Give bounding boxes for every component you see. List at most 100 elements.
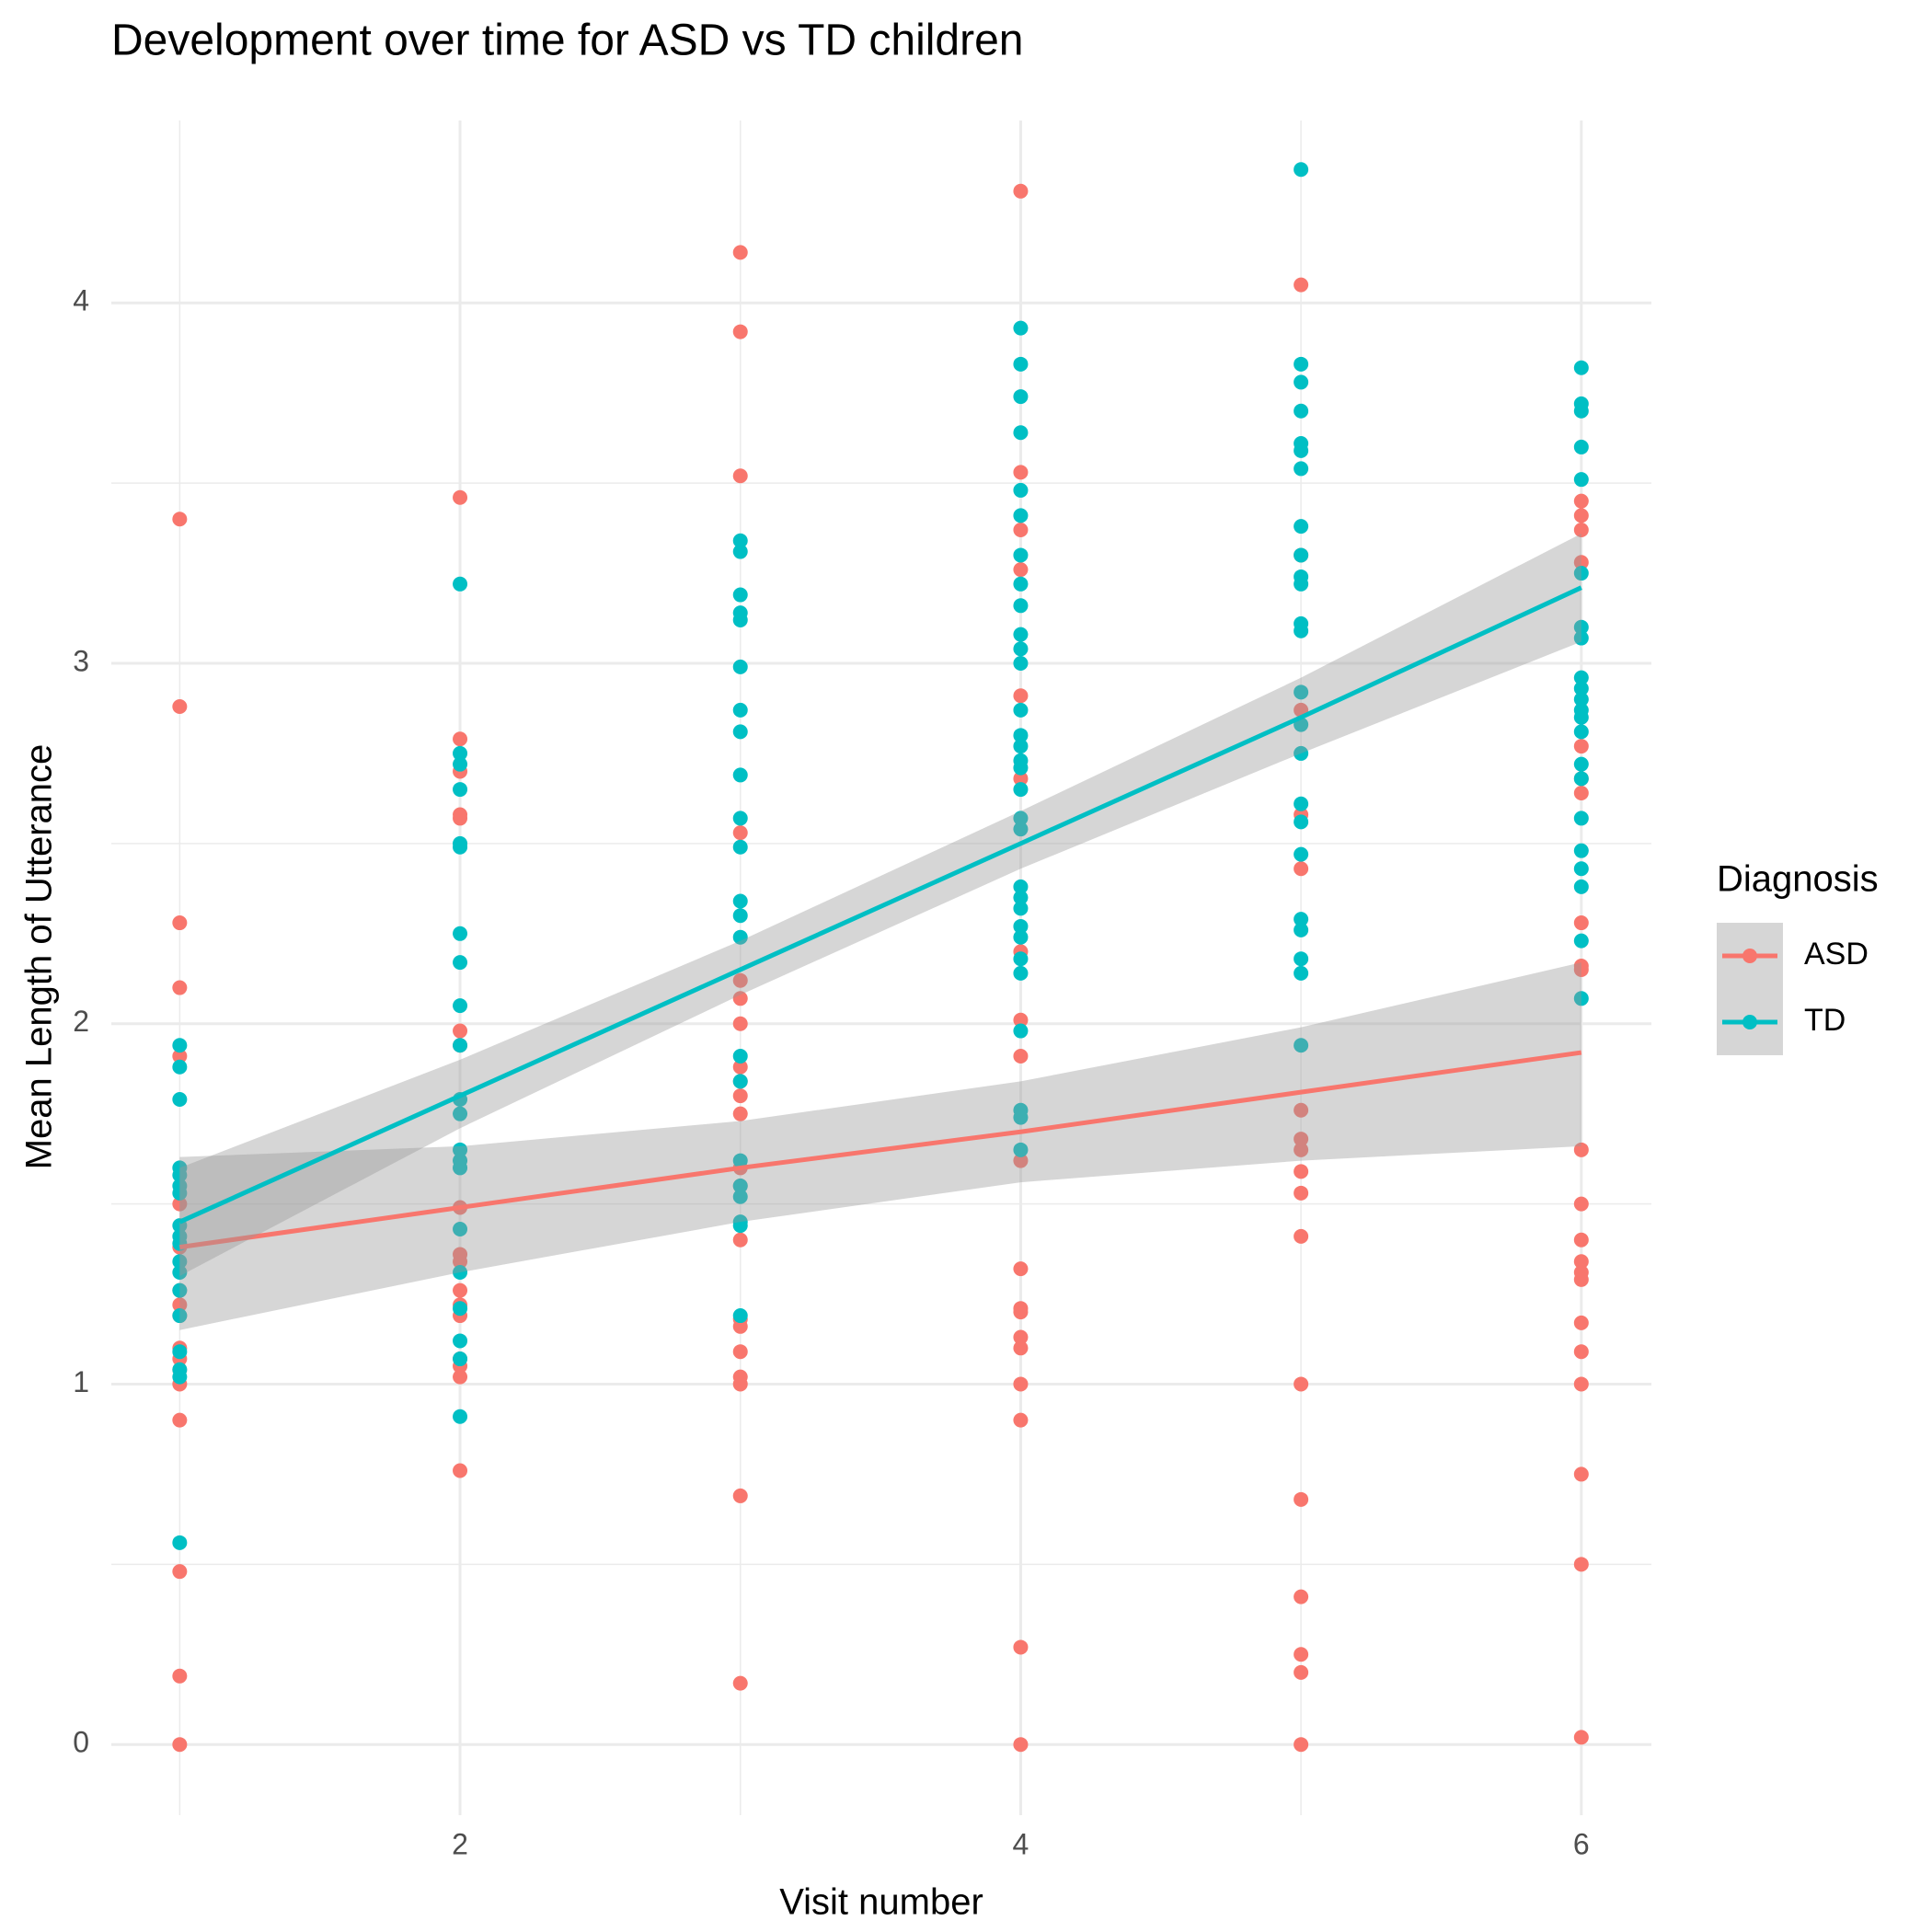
point	[1294, 1664, 1309, 1680]
y-axis-label: Mean Length of Utterance	[19, 744, 60, 1170]
point	[453, 1023, 468, 1039]
point	[732, 1048, 748, 1064]
point	[1573, 403, 1589, 419]
point	[1013, 1110, 1029, 1125]
point	[1573, 692, 1589, 707]
point	[453, 811, 468, 826]
point	[1294, 519, 1309, 535]
point	[453, 955, 468, 971]
point	[1013, 890, 1029, 905]
point	[1013, 728, 1029, 743]
point	[1013, 1639, 1029, 1655]
point	[1294, 374, 1309, 390]
point	[1573, 915, 1589, 931]
point	[1294, 1228, 1309, 1244]
point	[1013, 1376, 1029, 1392]
point	[172, 1308, 188, 1324]
point	[1573, 1557, 1589, 1572]
point	[1294, 277, 1309, 293]
point	[732, 893, 748, 909]
point	[732, 811, 748, 826]
point	[1573, 619, 1589, 635]
point	[1573, 670, 1589, 685]
point	[453, 1351, 468, 1367]
point	[1573, 1730, 1589, 1745]
point	[1573, 709, 1589, 725]
point	[172, 1038, 188, 1053]
point	[172, 1254, 188, 1270]
point	[1013, 598, 1029, 614]
plot-area	[172, 162, 1589, 1753]
point	[732, 724, 748, 740]
point	[732, 1074, 748, 1089]
point	[453, 1463, 468, 1478]
point	[1573, 1232, 1589, 1248]
point	[453, 489, 468, 505]
point	[1294, 965, 1309, 981]
point	[172, 1185, 188, 1201]
confidence-band	[179, 962, 1581, 1330]
point	[1294, 912, 1309, 927]
legend-label: ASD	[1804, 937, 1869, 972]
point	[453, 576, 468, 592]
point	[1294, 461, 1309, 477]
point	[1013, 183, 1029, 199]
point	[1013, 627, 1029, 642]
point	[1573, 861, 1589, 877]
point	[172, 512, 188, 527]
point	[172, 1167, 188, 1183]
point	[453, 745, 468, 761]
point	[1573, 566, 1589, 581]
point	[1013, 576, 1029, 592]
point	[1013, 1153, 1029, 1168]
point	[1573, 472, 1589, 488]
x-tick-label: 4	[1013, 1827, 1029, 1860]
point	[1013, 918, 1029, 934]
point	[1013, 1412, 1029, 1428]
point	[1294, 403, 1309, 419]
point	[172, 698, 188, 714]
point	[732, 767, 748, 783]
point	[1294, 861, 1309, 877]
point	[1013, 901, 1029, 916]
point	[1573, 771, 1589, 787]
point	[453, 756, 468, 772]
point	[1573, 843, 1589, 858]
chart-title: Development over time for ASD vs TD chil…	[111, 17, 1024, 65]
point	[732, 544, 748, 559]
point	[732, 587, 748, 603]
point	[1294, 1185, 1309, 1201]
point	[1573, 991, 1589, 1006]
point	[172, 1265, 188, 1281]
point	[732, 1059, 748, 1075]
grid: 2 4 6 0 1 2 3 4	[73, 121, 1651, 1860]
point	[1013, 760, 1029, 776]
point	[1573, 681, 1589, 696]
point	[1573, 493, 1589, 509]
point	[1573, 1344, 1589, 1360]
point	[1294, 1142, 1309, 1157]
point	[1294, 1164, 1309, 1179]
point	[453, 998, 468, 1014]
point	[1573, 1142, 1589, 1157]
legend-label: TD	[1804, 1003, 1846, 1038]
point	[1573, 508, 1589, 523]
point	[1294, 623, 1309, 638]
point	[732, 929, 748, 945]
point	[1013, 951, 1029, 967]
point	[172, 1412, 188, 1428]
point	[1573, 811, 1589, 826]
point	[732, 1016, 748, 1031]
point	[732, 1344, 748, 1360]
point	[1013, 811, 1029, 826]
point	[732, 839, 748, 855]
point	[1573, 1466, 1589, 1482]
point	[453, 731, 468, 747]
point	[1573, 630, 1589, 646]
point	[1013, 641, 1029, 657]
point	[1294, 745, 1309, 761]
point	[732, 468, 748, 484]
point	[1573, 1315, 1589, 1330]
point	[732, 825, 748, 841]
point	[732, 1106, 748, 1121]
